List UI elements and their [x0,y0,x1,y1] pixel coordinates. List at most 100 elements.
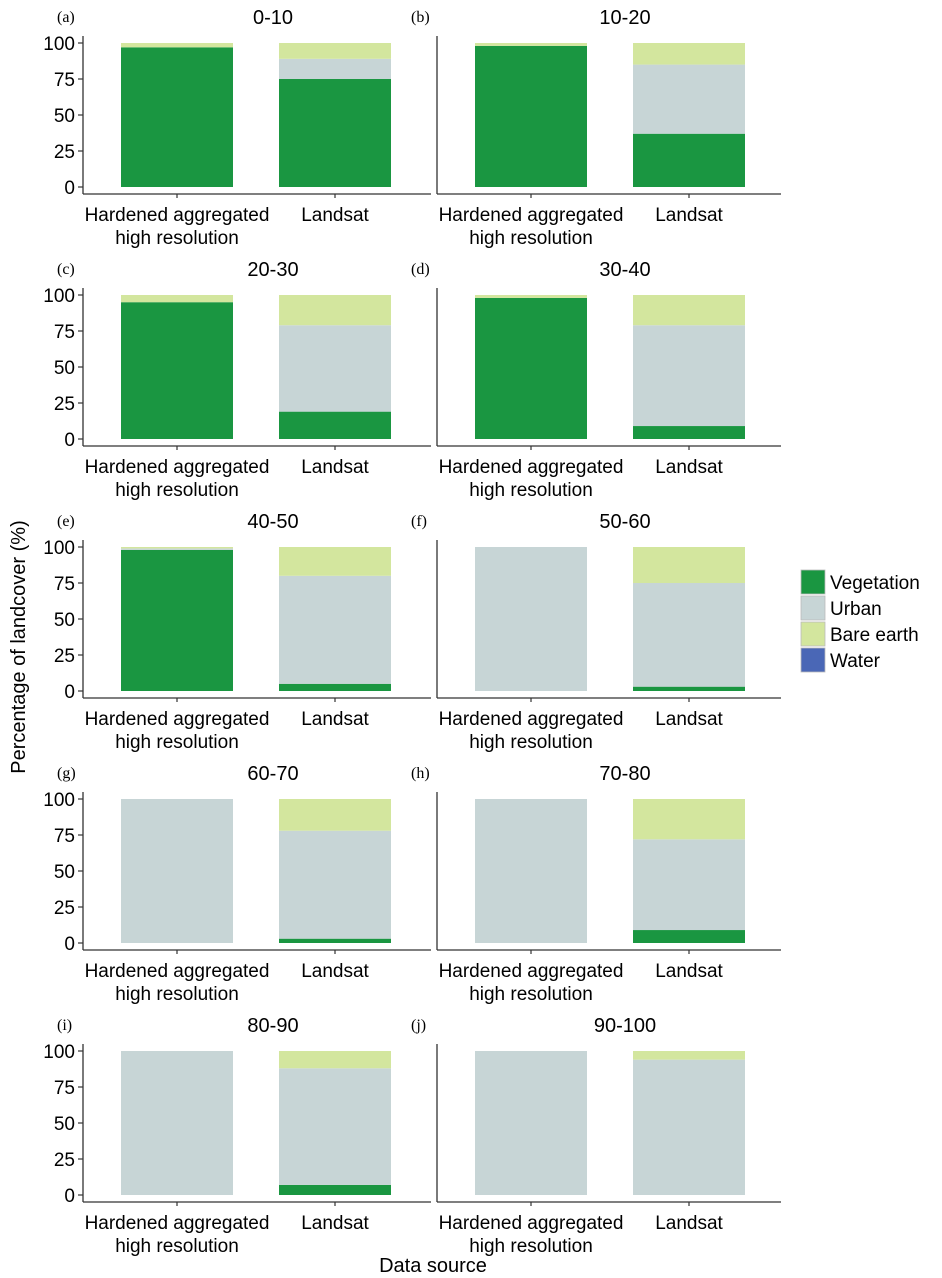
x-tick-label: Landsat [301,457,369,478]
y-tick-label: 25 [54,646,75,667]
y-axis-title: Percentage of landcover (%) [8,520,30,773]
legend-label: Vegetation [830,573,920,594]
panel-0-10: (a) 0-10 0 25 50 75 100 Hardened aggregated high… [43,7,431,249]
bar-segment-bare-earth [633,1051,745,1060]
legend-swatch [800,621,826,647]
panel-letter: (c) [57,261,75,278]
panel-80-90: (i) 80-90 0 25 50 75 100 Hardened aggregated hig… [43,1015,431,1257]
bar-segment-vegetation [279,1184,391,1195]
y-tick-label: 75 [54,1078,75,1099]
x-axis-title: Data source [379,1255,487,1277]
panel-letter: (b) [411,9,430,26]
panel-title: 70-80 [599,763,650,785]
panel-letter: (j) [411,1017,426,1034]
y-tick-label: 25 [54,142,75,163]
y-tick-label: 25 [54,394,75,415]
panel-30-40: (d) 30-40 Hardened aggregated high resoluti… [411,259,781,501]
panel-title: 80-90 [247,1015,298,1037]
x-tick-label: Landsat [655,961,723,982]
x-tick-label: Landsat [301,709,369,730]
bar-segment-vegetation [633,133,745,187]
bar-segment-bare-earth [279,43,391,59]
bar-segment-urban [633,1059,745,1195]
x-tick-label: Landsat [301,961,369,982]
y-tick-label: 100 [43,790,75,811]
bar-segment-bare-earth [633,295,745,326]
panel-letter: (d) [411,261,430,278]
y-tick-label: 0 [64,682,75,703]
panel-letter: (g) [57,765,76,782]
bar-segment-bare-earth [633,547,745,583]
bar-segment-urban [279,830,391,939]
panel-letter: (i) [57,1017,72,1034]
bar-segment-urban [633,583,745,687]
bar-segment-vegetation [279,683,391,691]
legend-swatch [800,595,826,621]
bar-segment-urban [475,799,587,943]
y-tick-label: 0 [64,1186,75,1207]
panel-10-20: (b) 10-20 Hardened aggregated high resoluti… [411,7,781,249]
panel-title: 20-30 [247,259,298,281]
y-tick-label: 0 [64,178,75,199]
y-tick-label: 25 [54,1150,75,1171]
y-tick-label: 50 [54,358,75,379]
bar-segment-urban [279,325,391,412]
panel-letter: (f) [411,513,427,530]
bar-segment-vegetation [475,297,587,439]
x-tick-label: Hardened aggregated high resolution [439,709,624,753]
y-tick-label: 100 [43,538,75,559]
bar-segment-vegetation [279,79,391,187]
bar-segment-vegetation [633,426,745,439]
bar-segment-vegetation [279,411,391,439]
panel-40-50: (e) 40-50 0 25 50 75 100 Hardened aggregated hig… [43,511,431,753]
y-tick-label: 50 [54,862,75,883]
panel-title: 30-40 [599,259,650,281]
panel-title: 10-20 [599,7,650,29]
x-tick-label: Landsat [655,205,723,226]
panel-title: 50-60 [599,511,650,533]
bar-segment-urban [121,799,233,943]
bar-segment-bare-earth [475,295,587,298]
bar-segment-bare-earth [279,799,391,831]
bar-segment-vegetation [121,47,233,187]
y-tick-label: 75 [54,574,75,595]
y-tick-label: 100 [43,286,75,307]
x-tick-label: Hardened aggregated high resolution [85,709,270,753]
y-tick-label: 0 [64,934,75,955]
x-tick-label: Landsat [655,709,723,730]
x-tick-label: Hardened aggregated high resolution [439,457,624,501]
legend-label: Bare earth [830,625,919,646]
bar-segment-urban [279,1068,391,1185]
legend-label: Water [830,651,881,672]
legend: Vegetation Urban Bare earth Water [800,569,920,673]
panel-letter: (a) [57,9,75,26]
bar-segment-vegetation [121,549,233,691]
bar-segment-vegetation [475,45,587,187]
x-tick-label: Landsat [301,1213,369,1234]
bar-segment-urban [633,839,745,931]
bar-segment-urban [279,575,391,684]
bar-segment-vegetation [633,686,745,691]
panel-90-100: (j) 90-100 Hardened aggregated high resolut… [411,1015,781,1257]
x-tick-label: Landsat [301,205,369,226]
bar-segment-vegetation [279,938,391,943]
bar-segment-urban [475,547,587,691]
bar-segment-urban [121,548,233,550]
y-tick-label: 50 [54,1114,75,1135]
y-tick-label: 50 [54,610,75,631]
x-tick-label: Hardened aggregated high resolution [85,961,270,1005]
panel-title: 60-70 [247,763,298,785]
bar-segment-bare-earth [121,295,233,303]
y-tick-label: 50 [54,106,75,127]
bar-segment-bare-earth [279,295,391,326]
x-tick-label: Hardened aggregated high resolution [85,457,270,501]
x-tick-label: Hardened aggregated high resolution [439,961,624,1005]
bar-segment-urban [633,64,745,134]
x-tick-label: Hardened aggregated high resolution [85,205,270,249]
y-tick-label: 100 [43,34,75,55]
y-tick-label: 100 [43,1042,75,1063]
panel-title: 40-50 [247,511,298,533]
bar-segment-bare-earth [475,43,587,46]
